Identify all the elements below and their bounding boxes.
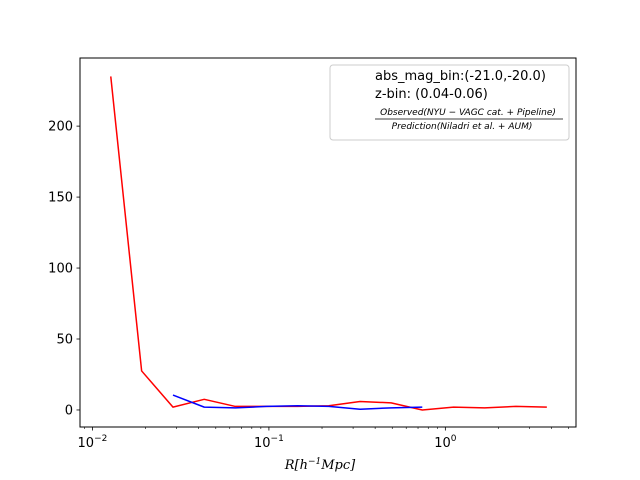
y-tick-label-3: 150 xyxy=(48,191,73,206)
legend-line-abs-mag-bin: abs_mag_bin:(-21.0,-20.0) xyxy=(375,69,546,84)
x-tick-label-0: 10−2 xyxy=(78,434,108,451)
x-tick-label-1: 10−1 xyxy=(254,434,284,451)
y-tick-label-0: 0 xyxy=(65,403,73,418)
legend-frame xyxy=(329,64,570,141)
series-layer xyxy=(110,76,547,411)
ticks-layer: 10−2 10−1 100 0 50 100 150 200 xyxy=(48,120,569,451)
plot-area-frame xyxy=(79,57,577,428)
x-tick-label-2: 100 xyxy=(434,434,457,451)
legend: abs_mag_bin:(-21.0,-20.0) z-bin: (0.04-0… xyxy=(329,64,570,141)
legend-fraction-numerator: Observed(NYU − VAGC cat. + Pipeline) xyxy=(380,108,556,118)
legend-line-z-bin: z-bin: (0.04-0.06) xyxy=(375,87,488,102)
y-tick-label-2: 100 xyxy=(48,262,73,277)
y-tick-label-4: 200 xyxy=(48,120,73,135)
legend-fraction-denominator: Prediction(Niladri et al. + AUM) xyxy=(392,122,533,132)
x-axis-label: R[h−1Mpc] xyxy=(284,457,356,473)
y-tick-label-1: 50 xyxy=(56,333,73,348)
